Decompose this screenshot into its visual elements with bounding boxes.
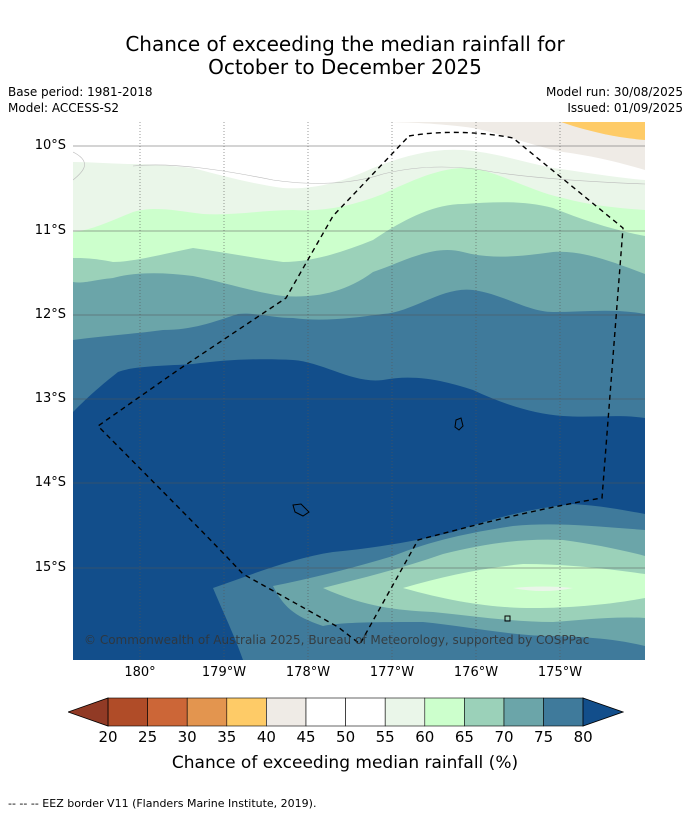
colorbar-tick-label: 45 (296, 728, 316, 746)
colorbar-tick-label: 25 (138, 728, 158, 746)
lat-label-10s: 10°S (34, 138, 66, 153)
lon-label-175w: 175°W (537, 665, 583, 680)
lat-label-14s: 14°S (34, 475, 66, 490)
colorbar-tick-label: 40 (256, 728, 276, 746)
colorbar-tick-label: 35 (217, 728, 237, 746)
colorbar-cell (345, 697, 386, 727)
lat-label-15s: 15°S (34, 560, 66, 575)
band-35-40-northeast (561, 122, 645, 140)
rainfall-map: © Commonwealth of Australia 2025, Bureau… (73, 122, 645, 660)
colorbar-cell (503, 697, 544, 727)
colorbar-cell (543, 697, 584, 727)
issued-label: Issued: 01/09/2025 (567, 101, 683, 115)
lon-label-180: 180° (124, 665, 156, 680)
colorbar-cell (305, 697, 346, 727)
contour-line-north2 (73, 151, 85, 181)
colorbar-cell (226, 697, 267, 727)
island-south (504, 615, 511, 622)
colorbar-tick-label: 60 (415, 728, 435, 746)
map-title-line2: October to December 2025 (208, 55, 482, 79)
colorbar-cell (147, 697, 188, 727)
colorbar-high-arrow (582, 697, 625, 727)
colorbar-tick-label: 20 (98, 728, 118, 746)
colorbar-cells (107, 697, 584, 727)
map-title-line1: Chance of exceeding the median rainfall … (125, 32, 565, 56)
colorbar-tick-label: 30 (177, 728, 197, 746)
eez-border (96, 131, 624, 646)
island-northeast (454, 417, 464, 431)
lon-label-179w: 179°W (201, 665, 247, 680)
colorbar (66, 697, 625, 731)
colorbar-tick-label: 70 (494, 728, 514, 746)
colorbar-low-arrow (66, 697, 109, 727)
eez-border-legend: -- -- -- EEZ border V11 (Flanders Marine… (8, 797, 317, 810)
rainfall-contour-map (73, 122, 645, 660)
lat-label-13s: 13°S (34, 391, 66, 406)
colorbar-tick-label: 55 (375, 728, 395, 746)
base-period-label: Base period: 1981-2018 (8, 85, 153, 99)
model-label: Model: ACCESS-S2 (8, 101, 120, 115)
gridlines (73, 122, 645, 660)
contour-line-north (132, 164, 645, 185)
lat-label-12s: 12°S (34, 307, 66, 322)
band-60-65-south (403, 564, 645, 608)
colorbar-tick-label: 50 (336, 728, 356, 746)
band-50-55-north (73, 122, 645, 189)
colorbar-cell (384, 697, 426, 727)
band-40-45-northeast (373, 122, 645, 170)
colorbar-tick-label: 80 (573, 728, 593, 746)
colorbar-title: Chance of exceeding median rainfall (%) (171, 753, 519, 773)
colorbar-cell (424, 697, 465, 727)
island-central (292, 503, 310, 517)
model-run-label: Model run: 30/08/2025 (545, 85, 683, 99)
colorbar-cell (186, 697, 228, 727)
colorbar-cell (107, 697, 148, 727)
colorbar-cell (266, 697, 307, 727)
colorbar-svg (66, 697, 625, 727)
lon-label-178w: 178°W (285, 665, 331, 680)
colorbar-tick-label: 75 (534, 728, 554, 746)
lon-label-177w: 177°W (369, 665, 415, 680)
colorbar-tick-label: 65 (454, 728, 474, 746)
lon-label-176w: 176°W (453, 665, 499, 680)
colorbar-cell (464, 697, 505, 727)
band-55-60-south (513, 586, 573, 591)
lat-label-11s: 11°S (34, 223, 66, 238)
copyright-notice: © Commonwealth of Australia 2025, Bureau… (84, 633, 590, 647)
